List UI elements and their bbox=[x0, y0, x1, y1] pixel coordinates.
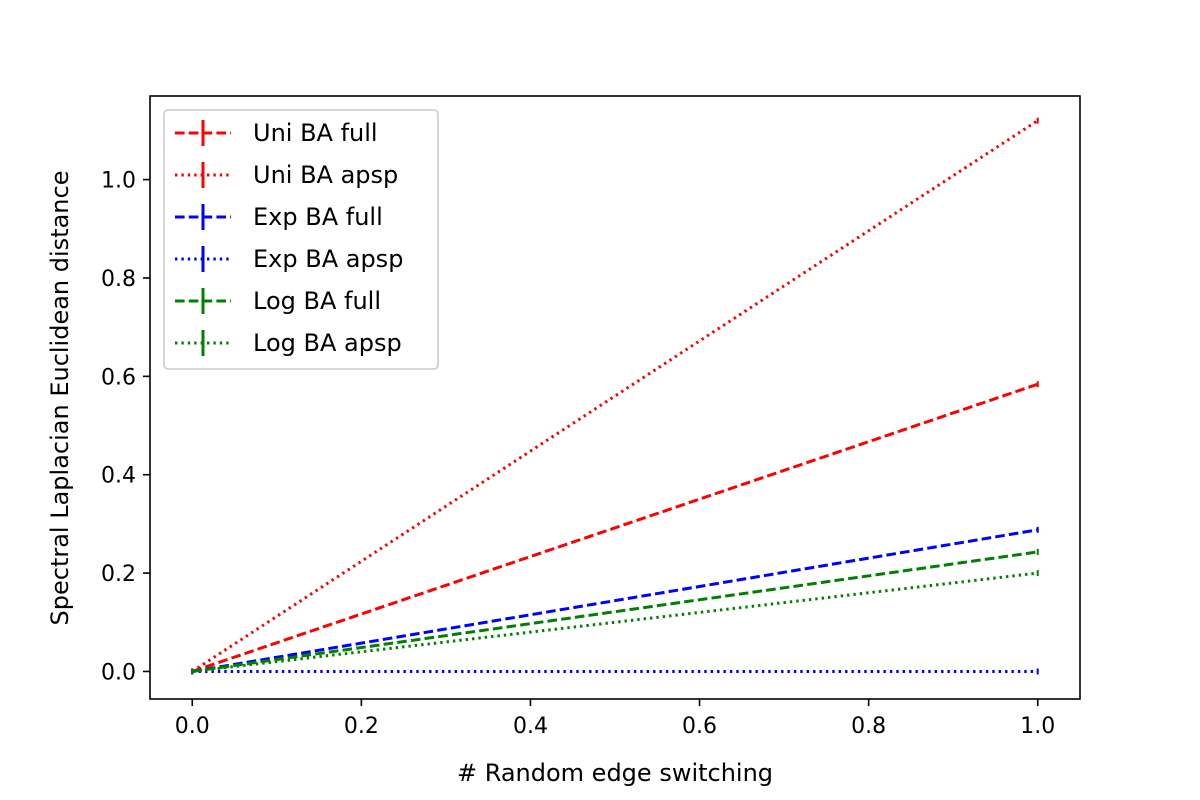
x-axis-ticks: 0.0 0.2 0.4 0.6 0.8 1.0 bbox=[175, 699, 1055, 739]
x-tick-label: 0.8 bbox=[851, 714, 886, 739]
y-tick-label: 0.6 bbox=[101, 365, 136, 390]
x-axis-label: # Random edge switching bbox=[457, 759, 773, 787]
y-axis-label: Spectral Laplacian Euclidean distance bbox=[46, 171, 74, 626]
legend-label: Log BA apsp bbox=[253, 329, 402, 357]
series-line bbox=[192, 571, 1038, 673]
legend-label: Exp BA full bbox=[253, 203, 383, 231]
x-tick-label: 0.0 bbox=[175, 714, 210, 739]
legend-label: Uni BA full bbox=[253, 119, 378, 147]
legend-entry: Exp BA full bbox=[175, 203, 383, 231]
legend-entries: Uni BA full Uni BA apsp Exp BA full Exp BA … bbox=[175, 119, 403, 357]
legend-box bbox=[163, 109, 439, 370]
y-tick-label: 1.0 bbox=[101, 169, 136, 194]
y-tick-label: 0.0 bbox=[101, 660, 136, 685]
legend-entry: Uni BA full bbox=[175, 119, 378, 147]
x-tick-label: 0.4 bbox=[513, 714, 548, 739]
legend-entry: Log BA full bbox=[175, 287, 381, 315]
y-tick-label: 0.8 bbox=[101, 267, 136, 292]
x-tick-label: 1.0 bbox=[1020, 714, 1055, 739]
legend-entry: Uni BA apsp bbox=[175, 161, 398, 189]
legend-label: Log BA full bbox=[253, 287, 381, 315]
legend: Uni BA full Uni BA apsp Exp BA full Exp BA … bbox=[163, 109, 439, 370]
series-layer bbox=[191, 117, 1039, 675]
series-line bbox=[192, 550, 1038, 673]
y-tick-label: 0.4 bbox=[101, 464, 136, 489]
plot-frame bbox=[149, 95, 1081, 700]
x-tick-label: 0.6 bbox=[682, 714, 717, 739]
series-line bbox=[191, 382, 1039, 673]
legend-entry: Exp BA apsp bbox=[175, 245, 403, 273]
series-line bbox=[192, 528, 1038, 673]
legend-label: Exp BA apsp bbox=[253, 245, 403, 273]
legend-label: Uni BA apsp bbox=[253, 161, 398, 189]
series-5 bbox=[191, 570, 1039, 675]
series-line bbox=[191, 119, 1039, 673]
legend-entry: Log BA apsp bbox=[175, 329, 402, 357]
y-axis-ticks: 0.0 0.2 0.4 0.6 0.8 1.0 bbox=[101, 169, 150, 685]
x-tick-label: 0.2 bbox=[344, 714, 379, 739]
y-tick-label: 0.2 bbox=[101, 562, 136, 587]
